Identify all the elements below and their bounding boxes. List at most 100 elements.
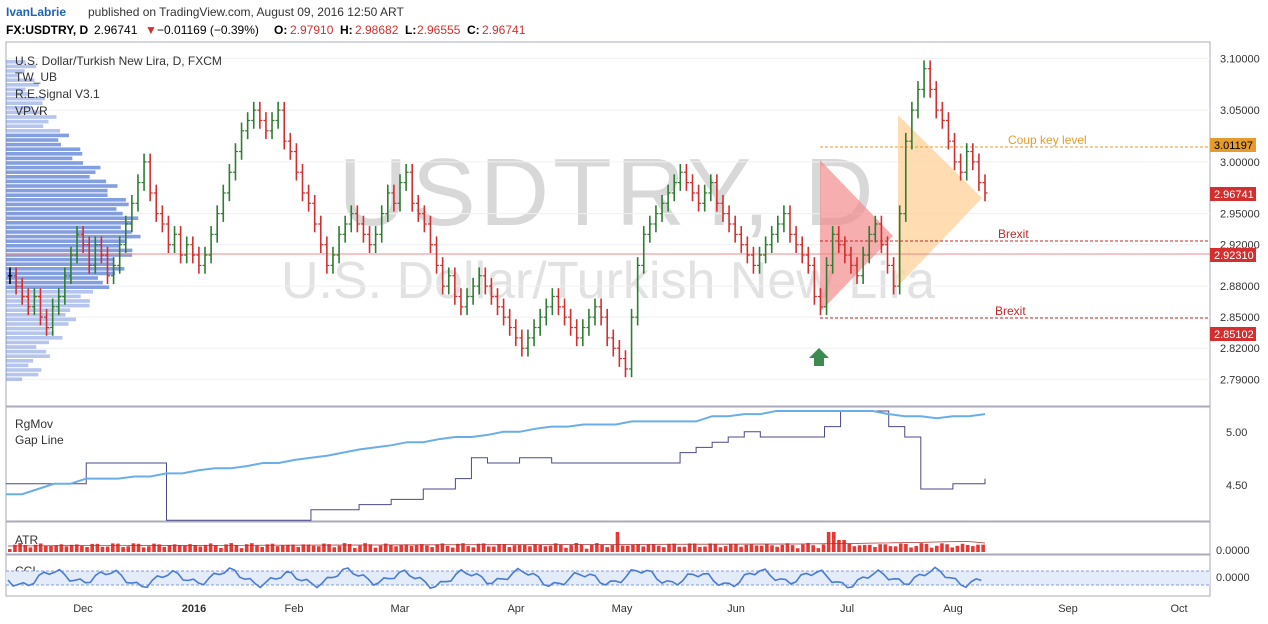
vpvr-bar [6,60,26,64]
atr-bar [471,547,476,552]
vpvr-bar [6,368,42,372]
legend-ind3[interactable]: VPVR [15,104,48,118]
atr-bar [229,543,234,552]
atr-bar [59,544,64,552]
atr-bar [940,543,944,552]
vpvr-bar [6,253,133,257]
candle [836,226,842,253]
atr-bar [100,546,105,552]
atr-bar [687,543,692,552]
atr-bar [234,545,239,552]
atr-bar [935,545,939,552]
vpvr-bar [6,73,20,78]
atr-bar [430,547,434,552]
author-link[interactable]: IvanLabrie [6,5,66,19]
vpvr-bar [6,221,132,225]
legend-ind1[interactable]: TW_UB [15,70,57,84]
low-value: 2.96555 [417,23,461,37]
atr-bar [188,544,192,552]
candle [324,236,330,274]
vpvr-bar [6,152,83,156]
vpvr-bar [6,64,37,69]
atr-bar [363,543,367,552]
atr-bar [378,545,383,552]
candle [635,257,641,326]
candle [787,205,793,243]
candle [616,339,622,367]
atr-bar [512,545,517,552]
atr-bar [183,545,187,552]
vpvr-bar [6,262,114,266]
price-tick: 2.88000 [1220,281,1260,293]
candle [720,195,726,222]
legend-title: U.S. Dollar/Turkish New Lira, D, FXCM [15,54,222,68]
rgmov-line [6,410,986,496]
candle [824,257,830,316]
vpvr-bar [6,78,35,82]
atr-bar [327,544,331,552]
coup-key-level-label: Coup key level [1008,133,1087,147]
candle [190,236,196,264]
candle [275,101,281,129]
atr-bar [239,548,244,552]
candle [98,236,104,264]
atr-bar [105,546,110,552]
atr-bar [775,546,779,552]
atr-bars [7,532,986,552]
candle [379,205,385,243]
candle [830,226,836,274]
atr-bar [589,544,594,552]
atr-bar [317,546,321,552]
atr-bar [862,544,867,552]
rgmov-title: RgMov [15,417,53,431]
vpvr-bar [6,124,44,128]
candle [312,195,318,233]
atr-bar [116,543,120,552]
vpvr-bar [6,188,108,193]
candle [391,184,397,212]
atr-bar [744,544,749,552]
candle [690,174,695,202]
atr-bar [842,540,846,552]
price-pane[interactable] [5,41,1211,407]
candle [37,288,43,326]
candle [214,205,220,243]
vpvr-bar [6,322,69,326]
time-tick: 2016 [182,603,206,615]
atr-bar [595,543,599,552]
candle [19,277,25,305]
vpvr-bar [6,115,57,119]
legend-ind2[interactable]: R.E.Signal V3.1 [15,87,100,101]
candle [482,267,488,295]
atr-bar [265,544,270,552]
candle [805,246,811,274]
candle [281,101,287,150]
close-value: 2.96741 [482,23,526,37]
vpvr-bar [6,336,63,340]
atr-bar [507,546,512,552]
candle [927,60,933,98]
candle [793,226,799,253]
atr-bar [157,544,161,552]
candle [891,257,897,295]
candle [933,81,939,119]
candle [543,298,549,326]
atr-bar [713,543,718,552]
vpvr-bar [6,161,84,165]
low-price-tag [1210,327,1256,341]
atr-bar [95,543,100,552]
atr-bar [626,545,630,552]
candle [421,205,427,233]
vpvr-bar [6,299,90,303]
rgmov-pane[interactable] [5,406,1211,522]
atr-bar [976,544,980,552]
candle [549,288,555,316]
atr-bar [54,545,58,552]
atr-bar [311,545,316,552]
candle [147,153,153,202]
atr-bar [898,543,903,552]
vpvr-bar [6,363,29,368]
candle [501,298,507,326]
candle [159,205,165,233]
